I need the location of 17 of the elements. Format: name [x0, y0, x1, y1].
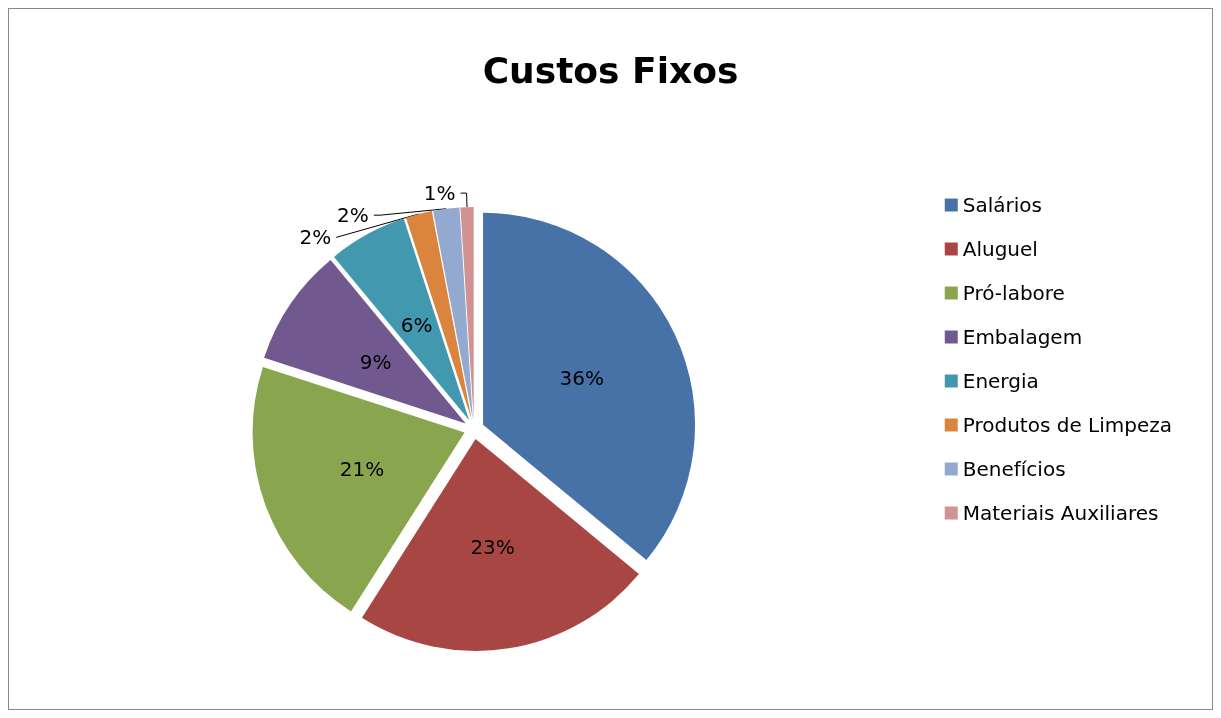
data-label: 2% [337, 203, 369, 228]
data-label: 2% [299, 225, 332, 250]
legend-label: Embalagem [962, 325, 1083, 349]
legend-label: Pró-labore [962, 281, 1065, 305]
data-label: 21% [339, 457, 385, 482]
legend-label: Energia [962, 369, 1039, 393]
legend-label: Aluguel [962, 237, 1038, 261]
legend-label: Salários [962, 193, 1042, 217]
chart-title: Custos Fixos [482, 49, 739, 91]
legend-label: Materiais Auxiliares [962, 501, 1159, 525]
data-label: 6% [400, 312, 433, 337]
data-label: 36% [559, 366, 604, 391]
data-label: 1% [423, 181, 456, 206]
legend-label: Benefícios [962, 457, 1066, 481]
data-label: 23% [470, 534, 515, 559]
data-label: 9% [359, 350, 392, 375]
legend-label: Produtos de Limpeza [962, 413, 1172, 437]
